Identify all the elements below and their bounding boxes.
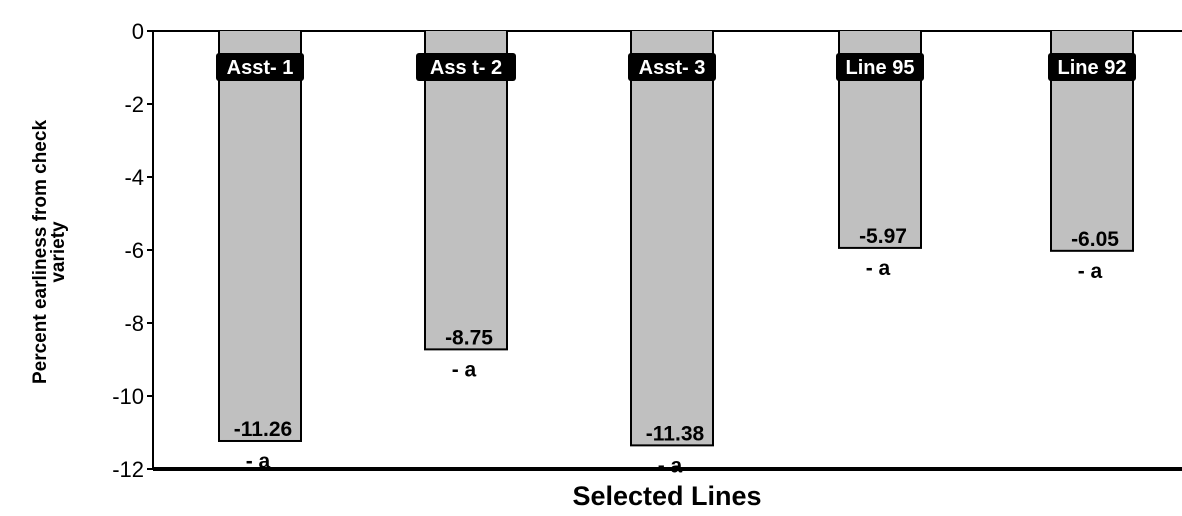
- y-tick-label: -12: [112, 457, 144, 482]
- y-tick-label: -10: [112, 384, 144, 409]
- bar: [426, 31, 506, 349]
- bar: [220, 31, 300, 440]
- value-label: -11.26: [234, 418, 292, 441]
- y-axis-title: Percent earliness from checkvariety: [30, 120, 69, 384]
- value-label: -8.75: [445, 326, 493, 349]
- significance-label: - a: [658, 454, 683, 477]
- significance-label: - a: [452, 358, 477, 381]
- category-label: Line 95: [846, 57, 915, 79]
- category-label: Asst- 3: [639, 57, 706, 79]
- category-label: Ass t- 2: [430, 57, 502, 79]
- significance-label: - a: [246, 450, 271, 473]
- bar: [632, 31, 712, 445]
- y-tick-label: -6: [124, 238, 144, 263]
- category-label: Line 92: [1058, 57, 1127, 79]
- y-tick-label: -4: [124, 165, 144, 190]
- y-tick-label: 0: [132, 19, 144, 44]
- value-label: -11.38: [646, 422, 705, 445]
- y-tick-label: -2: [124, 92, 144, 117]
- significance-label: - a: [1078, 260, 1103, 283]
- category-label: Asst- 1: [227, 57, 294, 79]
- category-label-box: [216, 53, 304, 81]
- category-label-box: [836, 53, 924, 81]
- category-label-box: [1048, 53, 1136, 81]
- significance-label: - a: [866, 257, 891, 280]
- category-label-box: [628, 53, 716, 81]
- value-label: -6.05: [1071, 228, 1119, 251]
- x-axis-title: Selected Lines: [572, 481, 761, 511]
- y-tick-label: -8: [124, 311, 144, 336]
- value-label: -5.97: [859, 225, 907, 248]
- category-label-box: [416, 53, 516, 81]
